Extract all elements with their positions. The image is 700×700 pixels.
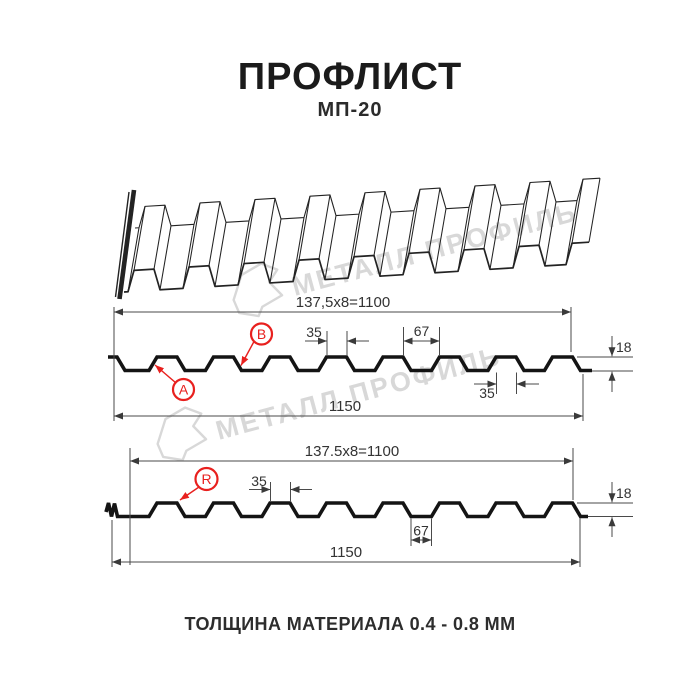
sheet-3d-line <box>347 214 360 279</box>
dim-label-pitch: 137.5x8=1100 <box>305 443 399 460</box>
sheet-3d-line <box>269 218 282 284</box>
dim-label-height: 18 <box>616 485 632 501</box>
sheet-3d-line <box>263 198 276 263</box>
callout-leader-line <box>240 341 255 366</box>
sheet-3d-line <box>538 181 551 246</box>
sheet-3d-line <box>408 189 421 254</box>
sheet-3d-line <box>237 220 250 286</box>
sheet-3d-line <box>298 196 311 261</box>
page-title: ПРОФЛИСТ <box>237 56 463 98</box>
callout-a: A <box>154 364 196 402</box>
sheet-3d-line <box>208 201 221 266</box>
callout-r: R <box>179 466 219 501</box>
callout-r-circle <box>194 466 219 492</box>
dim-label-overall-width: 1150 <box>330 544 362 561</box>
sheet-3d-line <box>324 215 337 280</box>
callout-leader-line <box>179 486 200 501</box>
material-thickness-note: ТОЛЩИНА МАТЕРИАЛА 0.4 - 0.8 ММ <box>184 614 516 634</box>
dim-label-pitch: 137,5x8=1100 <box>296 294 390 311</box>
sheet-3d-line <box>318 194 331 259</box>
profile-bottom-section: 137.5x8=1100 35 18 67 1150 <box>104 443 633 567</box>
sheet-3d-line <box>159 225 172 290</box>
sheet-3d-line <box>114 191 130 298</box>
sheet-3d-line <box>188 202 201 268</box>
callout-r-label: R <box>201 471 211 487</box>
callout-b-circle <box>249 322 274 346</box>
profile-top-section: 137,5x8=1100 35 67 18 35 <box>108 294 633 421</box>
sheet-3d-line <box>428 188 441 253</box>
page-subtitle: МП-20 <box>317 99 383 121</box>
sheet-3d-view <box>114 177 601 300</box>
profile-top-outline <box>108 355 592 373</box>
sheet-3d-edge <box>123 241 590 293</box>
dim-label-valley-width: 67 <box>413 523 429 539</box>
sheet-3d-line <box>463 185 476 251</box>
sheet-3d-line <box>373 191 386 256</box>
sheet-3d-line <box>402 210 415 275</box>
sheet-3d-line <box>565 200 578 265</box>
callout-leader-line <box>154 364 177 384</box>
dim-label-rib-top-width: 35 <box>251 473 267 489</box>
sheet-3d-line <box>571 179 584 244</box>
sheet-3d-line <box>243 199 256 264</box>
sheet-3d-line <box>544 201 557 266</box>
callout-a-circle <box>171 377 196 402</box>
sheet-3d-line <box>153 205 166 270</box>
sheet-3d-line <box>127 227 140 292</box>
sheet-3d-line <box>483 184 496 249</box>
dim-label-rib-bottom-width: 35 <box>479 385 495 401</box>
dim-label-rib-top-width: 35 <box>306 324 322 340</box>
dim-label-overall-width: 1150 <box>329 398 361 415</box>
dim-label-valley-width: 67 <box>414 323 430 339</box>
sheet-3d-line <box>182 224 195 289</box>
sheet-3d-line <box>117 189 137 300</box>
profile-bottom-outline <box>104 501 588 519</box>
sheet-3d-line <box>434 208 447 273</box>
sheet-3d-line <box>292 217 305 282</box>
sheet-3d-line <box>353 192 366 257</box>
sheet-3d-line <box>489 205 502 270</box>
callout-b: B <box>240 322 274 366</box>
sheet-3d-line <box>512 203 525 268</box>
callout-a-label: A <box>179 382 189 398</box>
watermark-stamp-1: МЕТАЛЛ ПРОФИЛЬ <box>232 197 581 318</box>
dim-label-height: 18 <box>616 339 632 355</box>
sheet-3d-line <box>133 206 146 271</box>
sheet-3d-line <box>518 182 531 247</box>
callout-b-label: B <box>257 326 266 342</box>
metall-profil-logo-icon <box>156 406 208 462</box>
sheet-3d-line <box>214 222 227 287</box>
watermark-text: МЕТАЛЛ ПРОФИЛЬ <box>288 197 580 302</box>
sheet-3d-line <box>588 178 601 243</box>
sheet-3d-line <box>379 212 392 277</box>
sheet-3d-line <box>457 207 470 272</box>
